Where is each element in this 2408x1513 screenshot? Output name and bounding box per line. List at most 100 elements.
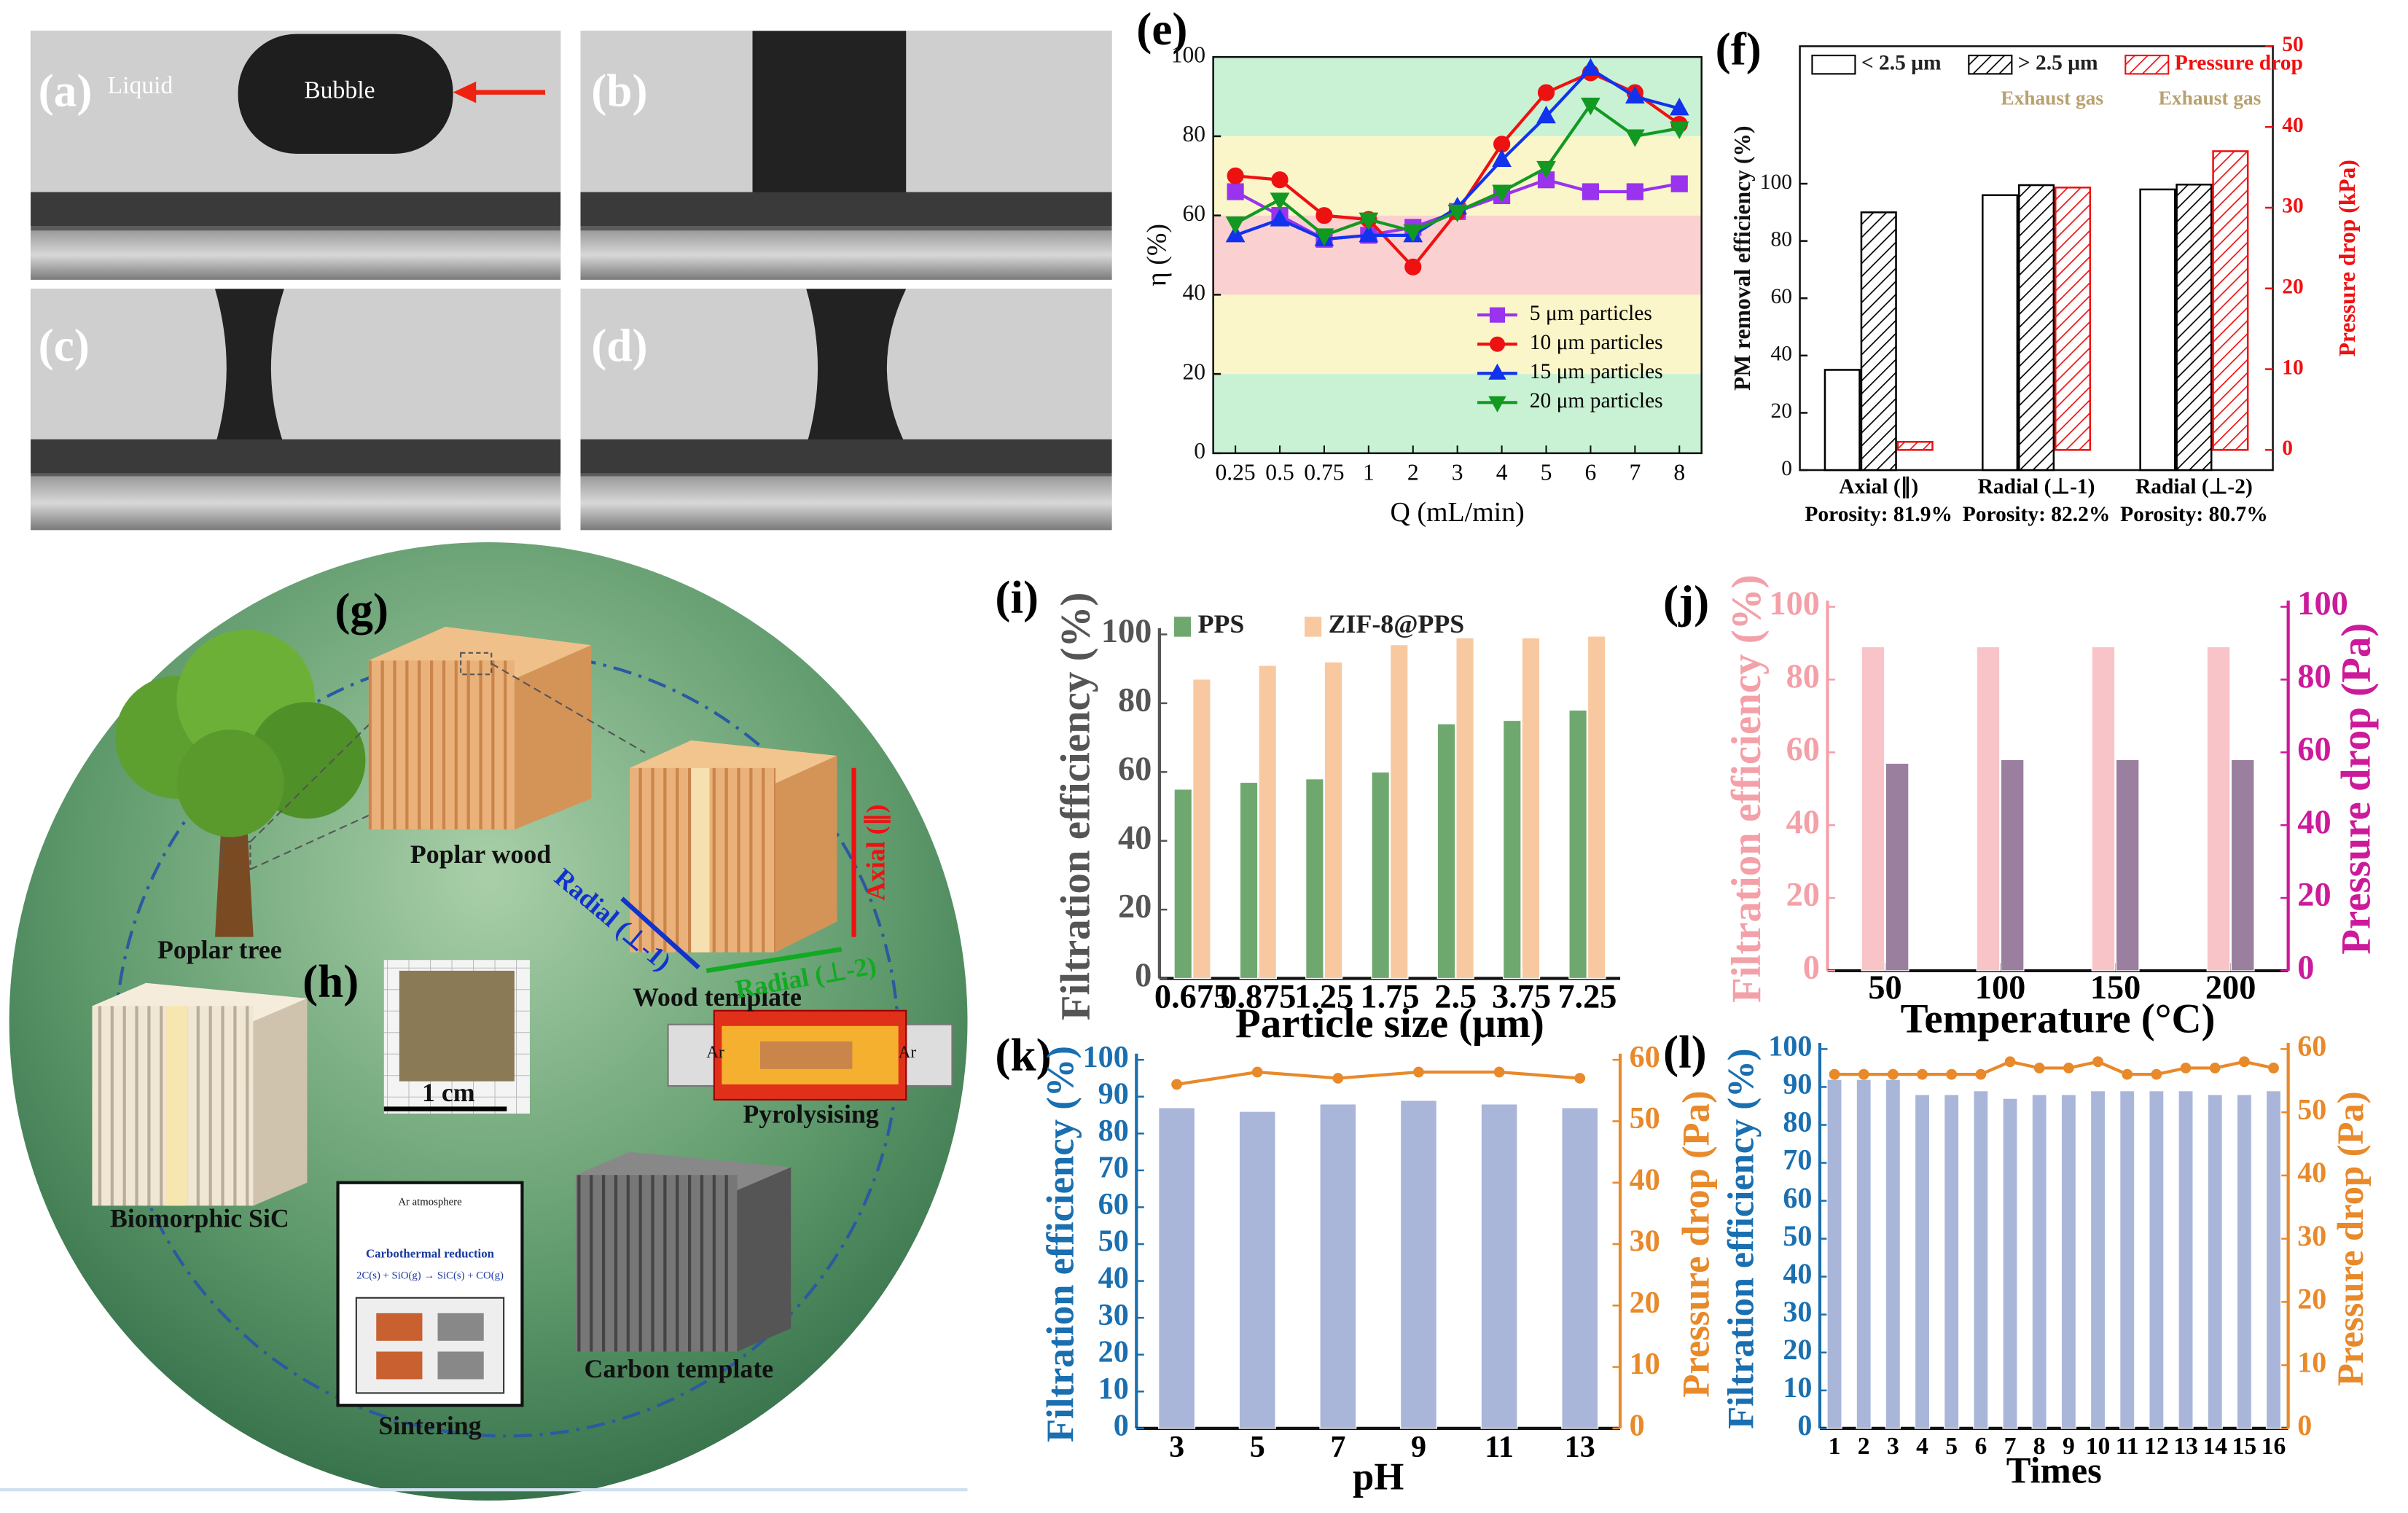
- marker: [2033, 1063, 2045, 1074]
- marker: [1574, 1073, 1586, 1084]
- marker: [1492, 184, 1512, 203]
- x-tick-label: 7: [1629, 460, 1641, 485]
- x-tick-label: 0.5: [1265, 460, 1294, 485]
- marker: [1488, 363, 1506, 380]
- legend-swatch: [1173, 617, 1192, 637]
- x-tick-label: 14: [2202, 1433, 2227, 1460]
- x-tick-label: 3.75: [1492, 979, 1551, 1016]
- y-tick-label: 0: [1781, 457, 1792, 480]
- x-tick-label: 3: [1169, 1430, 1184, 1464]
- y-tick-label: 0: [1135, 957, 1152, 994]
- x-axis-label: Particle size (μm): [1235, 1001, 1544, 1047]
- y-axis-label: Filtration efficiency (%): [1039, 1046, 1082, 1442]
- marker: [1626, 183, 1643, 200]
- y-tick-label: 100: [1171, 42, 1205, 67]
- x-tick-label: 16: [2262, 1433, 2286, 1460]
- marker: [1536, 160, 1556, 179]
- photo-d: (d): [580, 289, 1112, 531]
- panel-label: (g): [335, 585, 388, 636]
- legend-label: < 2.5 μm: [1861, 51, 1942, 74]
- marker: [1314, 228, 1334, 246]
- y2-tick-label: 40: [2282, 114, 2304, 137]
- y-tick-label: 100: [1768, 1030, 1812, 1063]
- bar: [1568, 709, 1587, 980]
- marker: [1271, 171, 1289, 189]
- x-tick-label: 9: [2063, 1433, 2075, 1460]
- bar: [1158, 1107, 1196, 1429]
- x-tick-label: Axial (∥): [1839, 475, 1918, 499]
- y2-tick-label: 30: [2282, 195, 2304, 218]
- bar: [1521, 637, 1541, 980]
- y2-tick-label: 30: [1630, 1224, 1660, 1259]
- y-tick-label: 90: [1098, 1076, 1129, 1111]
- marker: [1975, 1068, 1987, 1080]
- marker: [2063, 1063, 2074, 1074]
- photo-c: (c): [31, 289, 561, 531]
- x-tick-label: 1: [1363, 460, 1375, 485]
- gas-label: Ar: [899, 1043, 917, 1062]
- y-tick-label: 40: [1183, 280, 1206, 305]
- y2-tick-label: 60: [2297, 1030, 2326, 1063]
- y2-tick-label: 10: [1630, 1347, 1660, 1381]
- legend-swatch: [1811, 55, 1856, 75]
- y-tick-label: 60: [1183, 200, 1206, 226]
- x-axis-label: pH: [1353, 1456, 1404, 1498]
- chart: (j) 0 20 40 60 80 100 0 20 40 60 80 100 50 100 150 200Te…: [1663, 575, 2380, 1042]
- panel-label: (l): [1663, 1026, 1707, 1077]
- marker: [1489, 307, 1505, 323]
- y-tick-label: 80: [1098, 1114, 1129, 1148]
- y2-tick-label: 0: [2282, 437, 2293, 460]
- marker: [2151, 1068, 2162, 1080]
- bar: [1436, 723, 1456, 980]
- photo-label: (c): [39, 320, 90, 371]
- bar: [1502, 719, 1522, 980]
- x-tick-label: Radial (⊥-1): [1978, 475, 2095, 499]
- y2-tick-label: 100: [2297, 585, 2348, 622]
- y-tick-label: 80: [1118, 682, 1152, 719]
- y-tick-label: 100: [1101, 613, 1152, 650]
- x-tick-label: 13: [2173, 1433, 2198, 1460]
- y-tick-label: 80: [1183, 121, 1206, 146]
- y2-axis-label: Pressure drop (Pa): [2334, 623, 2380, 955]
- bar: [1973, 1090, 1989, 1429]
- y2-axis-label: Pressure drop (Pa): [2330, 1091, 2371, 1385]
- bar: [1861, 646, 1885, 971]
- y-tick-label: 100: [1083, 1040, 1129, 1074]
- gas-label: Ar: [706, 1043, 724, 1062]
- bar: [1455, 637, 1474, 980]
- bar: [2002, 1098, 2018, 1429]
- y-tick-label: 30: [1783, 1295, 1812, 1328]
- marker: [1447, 204, 1468, 223]
- legend-swatch: [1305, 617, 1322, 637]
- scale-label: 1 cm: [422, 1078, 475, 1107]
- photo-label: (d): [591, 320, 647, 371]
- y-tick-label: 0: [1797, 1409, 1812, 1442]
- marker: [1536, 105, 1556, 124]
- diagram: (g) Poplar wood Poplar tree (h) 1 cm Woo…: [0, 542, 968, 1501]
- photo-text: Bubble: [304, 77, 375, 103]
- y2-tick-label: 10: [2282, 356, 2304, 379]
- series-line: [1176, 1070, 1580, 1086]
- photo-label: (b): [591, 65, 647, 116]
- y-axis-label: Filtration efficiency (%): [1052, 593, 1098, 1021]
- x-tick-label: 8: [2033, 1433, 2046, 1460]
- marker: [1413, 1066, 1424, 1078]
- x-tick-label: 200: [2205, 969, 2256, 1006]
- legend-label: 5 μm particles: [1530, 302, 1652, 325]
- y-tick-label: 50: [1098, 1224, 1129, 1259]
- y-axis-label: Filtration efficiency (%): [1724, 575, 1770, 1003]
- marker: [2239, 1056, 2250, 1068]
- background-band: [1213, 215, 1702, 295]
- y2-tick-label: 20: [2297, 877, 2331, 914]
- marker: [2180, 1063, 2192, 1074]
- bar: [1480, 1103, 1518, 1429]
- y-tick-label: 60: [1786, 731, 1820, 768]
- y-tick-label: 20: [1098, 1334, 1129, 1369]
- y2-tick-label: 20: [2297, 1283, 2326, 1315]
- marker: [1582, 183, 1600, 200]
- y2-tick-label: 80: [2297, 658, 2331, 695]
- series-line: [1834, 1060, 2275, 1076]
- x-tick-label: 0.25: [1215, 460, 1255, 485]
